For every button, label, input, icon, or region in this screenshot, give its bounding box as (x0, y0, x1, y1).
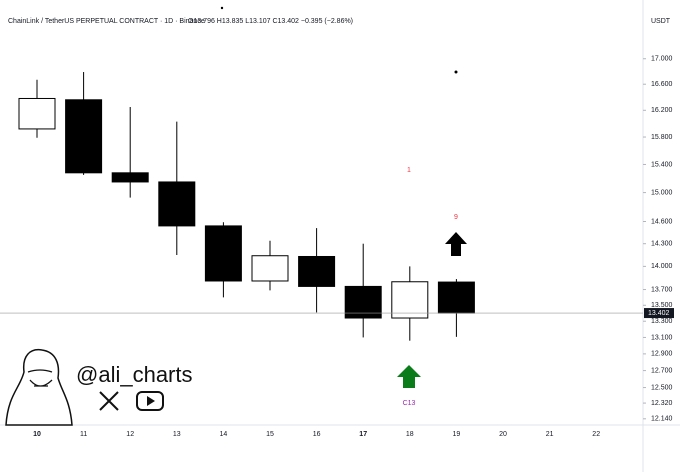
avatar-face (27, 369, 53, 387)
currency-label: USDT (651, 18, 671, 25)
y-tick-label: 16.600 (651, 81, 673, 88)
last-price-label: 13.402 (648, 310, 670, 317)
chart-title: ChainLink / TetherUS PERPETUAL CONTRACT … (8, 18, 205, 25)
candle-body (204, 225, 242, 282)
candle-body (391, 281, 429, 319)
x-tick-label: 21 (546, 431, 554, 438)
youtube-play (147, 396, 155, 406)
y-tick-label: 12.500 (651, 384, 673, 391)
y-tick-label: 12.700 (651, 367, 673, 374)
x-tick-label: 16 (313, 431, 321, 438)
youtube-icon (136, 391, 164, 411)
x-tick-label: 12 (126, 431, 134, 438)
arrow-up (397, 365, 421, 388)
y-tick-label: 14.000 (651, 263, 673, 270)
y-tick-label: 13.700 (651, 286, 673, 293)
y-tick-label: 14.300 (651, 241, 673, 248)
candle-body (298, 255, 336, 287)
annotation: C13 (403, 400, 416, 407)
candle-body (158, 181, 196, 227)
candle-body (251, 255, 289, 282)
x-tick-label: 14 (220, 431, 228, 438)
last-price-badge (644, 308, 674, 319)
y-tick-label: 13.300 (651, 318, 673, 325)
dot (220, 6, 224, 10)
y-tick-label: 17.000 (651, 56, 673, 63)
x-tick-label: 20 (499, 431, 507, 438)
y-tick-label: 13.100 (651, 334, 673, 341)
ohlc-summary: O13.796 H13.835 L13.107 C13.402 −0.395 (… (188, 18, 353, 25)
candle-body (437, 281, 475, 314)
y-tick-label: 16.200 (651, 107, 673, 114)
x-tick-label: 22 (592, 431, 600, 438)
annotation: 9 (454, 214, 458, 221)
x-tick-label: 17 (359, 431, 367, 438)
x-tick-label: 10 (33, 431, 41, 438)
y-tick-label: 12.320 (651, 400, 673, 407)
watermark-handle: @ali_charts (76, 362, 193, 387)
y-tick-label: 15.400 (651, 161, 673, 168)
y-tick-label: 13.500 (651, 302, 673, 309)
x-tick-label: 15 (266, 431, 274, 438)
x-tick-label: 18 (406, 431, 414, 438)
candle-body (344, 285, 382, 319)
y-tick-label: 14.600 (651, 218, 673, 225)
watermark: @ali_charts (5, 348, 193, 426)
candle-body (111, 172, 149, 183)
y-tick-label: 12.900 (651, 351, 673, 358)
candle-body (65, 99, 103, 174)
x-icon (99, 391, 119, 411)
y-tick-label: 15.000 (651, 189, 673, 196)
y-tick-label: 15.800 (651, 134, 673, 141)
dot (454, 70, 458, 74)
candle-body (18, 97, 56, 130)
x-tick-label: 13 (173, 431, 181, 438)
avatar (5, 348, 73, 426)
x-tick-label: 11 (80, 431, 87, 438)
arrow-up (445, 232, 467, 256)
annotation: 1 (407, 167, 411, 174)
x-tick-label: 19 (453, 431, 461, 438)
y-tick-label: 12.140 (651, 416, 673, 423)
